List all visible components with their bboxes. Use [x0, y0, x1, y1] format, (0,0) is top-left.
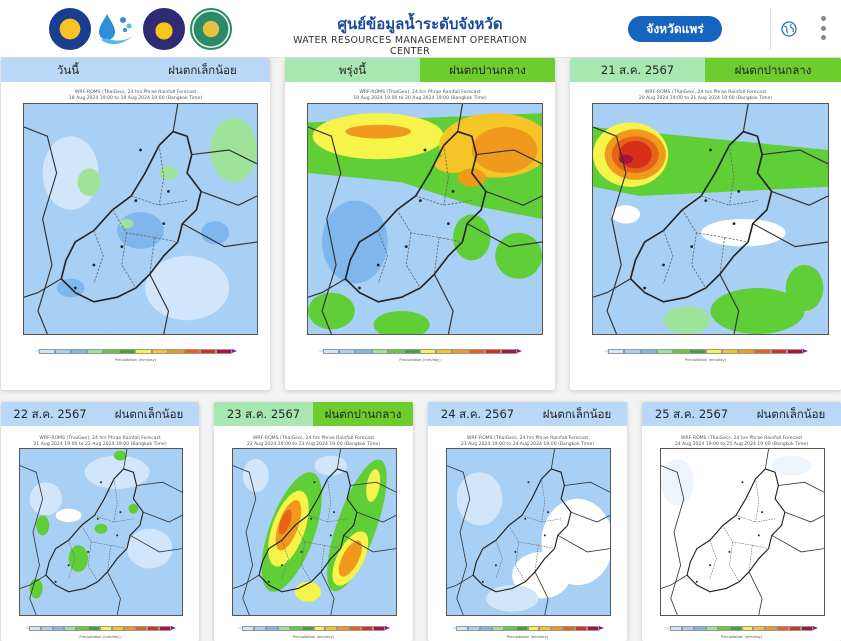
forecast-card[interactable]: 25 ส.ค. 2567 ฝนตกเล็กน้อย WRF-ROMS (ThaiGe… — [642, 402, 841, 641]
card-header: 24 ส.ค. 2567 ฝนตกเล็กน้อย — [428, 402, 627, 426]
rainfall-map — [232, 448, 397, 616]
colorbar-max-arrow — [171, 626, 176, 630]
map-title: WRF-ROMS (ThaiGeo), 24 hrs Phrae Rainfal… — [252, 436, 375, 441]
rain-level-badge: ฝนตกเล็กน้อย — [99, 402, 199, 426]
card-header: 21 ส.ค. 2567 ฝนตกปานกลาง — [570, 58, 841, 82]
map-subtitle: 20 Aug 2024 19:00 to 21 Aug 2024 19:00 (… — [638, 96, 773, 101]
map-title: WRF-ROMS (ThaiGeo), 24 hrs Phrae Rainfal… — [74, 90, 197, 95]
forecast-date-label: วันนี้ — [1, 58, 135, 82]
colorbar-min-arrow — [665, 626, 670, 630]
page-title: ศูนย์ข้อมูลน้ำระดับจังหวัด — [337, 15, 503, 33]
rain-level-badge: ฝนตกปานกลาง — [420, 58, 555, 82]
precipitation-colorbar — [670, 626, 814, 631]
map-title: WRF-ROMS (ThaiGeo), 24 hrs Phrae Rainfal… — [644, 90, 767, 95]
forecast-date-label: 22 ส.ค. 2567 — [1, 402, 99, 426]
forecast-card[interactable]: พรุ่งนี้ ฝนตกปานกลาง WRF-ROMS (ThaiGeo), 2… — [285, 58, 555, 390]
department-seal-icon — [190, 8, 232, 50]
rain-level-badge: ฝนตกเล็กน้อย — [741, 402, 841, 426]
header-divider — [770, 8, 771, 50]
rain-level-badge: ฝนตกปานกลาง — [313, 402, 413, 426]
agency-seal-icon — [49, 8, 91, 50]
rain-level-badge: ฝนตกเล็กน้อย — [527, 402, 627, 426]
page-header: ศูนย์ข้อมูลน้ำระดับจังหวัด WATER RESOURC… — [0, 0, 841, 58]
forecast-date-label: 21 ส.ค. 2567 — [570, 58, 705, 82]
precipitation-colorbar — [323, 349, 518, 354]
rainfall-map — [446, 448, 611, 616]
rainfall-map — [23, 103, 258, 335]
forecast-card[interactable]: 24 ส.ค. 2567 ฝนตกเล็กน้อย WRF-ROMS (ThaiGe… — [428, 402, 627, 641]
map-subtitle: 18 Aug 2024 19:00 to 19 Aug 2024 19:00 (… — [68, 96, 203, 101]
precipitation-colorbar — [242, 626, 386, 631]
rain-level-badge: ฝนตกปานกลาง — [705, 58, 841, 82]
forecast-card[interactable]: 22 ส.ค. 2567 ฝนตกเล็กน้อย WRF-ROMS (ThaiGe… — [1, 402, 199, 641]
forecast-date-label: 23 ส.ค. 2567 — [214, 402, 313, 426]
colorbar-label: Precipitation (mm/day) — [506, 635, 549, 639]
colorbar-min-arrow — [318, 349, 323, 353]
precipitation-colorbar — [29, 626, 171, 631]
colorbar-max-arrow — [232, 349, 237, 353]
colorbar-label: Precipitation (mm/day) — [684, 358, 727, 362]
map-subtitle: 19 Aug 2024 19:00 to 20 Aug 2024 19:00 (… — [353, 96, 487, 101]
precipitation-colorbar — [608, 349, 803, 354]
colorbar-max-arrow — [385, 626, 390, 630]
map-subtitle: 23 Aug 2024 19:00 to 24 Aug 2024 19:00 (… — [460, 442, 595, 447]
ministry-seal-icon — [143, 8, 185, 50]
forecast-card[interactable]: วันนี้ ฝนตกเล็กน้อย WRF-ROMS (ThaiGeo), 24… — [1, 58, 270, 390]
colorbar-label: Precipitation (mm/day) — [79, 635, 121, 639]
map-title: WRF-ROMS (ThaiGeo), 24 hrs Phrae Rainfal… — [359, 90, 481, 95]
map-subtitle: 22 Aug 2024 19:00 to 23 Aug 2024 19:00 (… — [246, 442, 381, 447]
colorbar-min-arrow — [451, 626, 456, 630]
colorbar-label: Precipitation (mm/day) — [720, 635, 763, 639]
colorbar-max-arrow — [517, 349, 522, 353]
rainfall-map — [19, 448, 183, 616]
colorbar-min-arrow — [24, 626, 29, 630]
colorbar-max-arrow — [813, 626, 818, 630]
rainfall-map — [592, 103, 829, 335]
globe-icon[interactable] — [781, 21, 797, 37]
map-title: WRF-ROMS (ThaiGeo), 24 hrs Phrae Rainfal… — [39, 436, 161, 441]
precipitation-colorbar — [39, 349, 232, 354]
water-drop-logo-icon — [95, 8, 137, 50]
colorbar-min-arrow — [237, 626, 242, 630]
map-subtitle: 21 Aug 2024 19:00 to 22 Aug 2024 19:00 (… — [33, 442, 167, 447]
forecast-date-label: พรุ่งนี้ — [285, 58, 420, 82]
colorbar-max-arrow — [803, 349, 808, 353]
province-select-button[interactable]: จังหวัดแพร่ — [628, 16, 722, 42]
map-title: WRF-ROMS (ThaiGeo), 24 hrs Phrae Rainfal… — [680, 436, 803, 441]
card-header: พรุ่งนี้ ฝนตกปานกลาง — [285, 58, 555, 82]
card-header: วันนี้ ฝนตกเล็กน้อย — [1, 58, 270, 82]
colorbar-label: Precipitation (mm/day) — [114, 358, 157, 362]
forecast-card[interactable]: 21 ส.ค. 2567 ฝนตกปานกลาง WRF-ROMS (ThaiGeo… — [570, 58, 841, 390]
map-subtitle: 24 Aug 2024 19:00 to 25 Aug 2024 19:00 (… — [674, 442, 809, 447]
card-header: 22 ส.ค. 2567 ฝนตกเล็กน้อย — [1, 402, 199, 426]
forecast-date-label: 25 ส.ค. 2567 — [642, 402, 741, 426]
map-title: WRF-ROMS (ThaiGeo), 24 hrs Phrae Rainfal… — [466, 436, 589, 441]
forecast-date-label: 24 ส.ค. 2567 — [428, 402, 527, 426]
kebab-menu-icon[interactable] — [818, 16, 828, 40]
rainfall-map — [307, 103, 543, 335]
card-header: 25 ส.ค. 2567 ฝนตกเล็กน้อย — [642, 402, 841, 426]
precipitation-colorbar — [456, 626, 600, 631]
rainfall-map — [660, 448, 825, 616]
page-subtitle: WATER RESOURCES MANAGEMENT OPERATION CEN… — [293, 35, 527, 57]
colorbar-label: Precipitation (mm/day) — [292, 635, 335, 639]
colorbar-label: Precipitation (mm/day) — [399, 358, 441, 362]
rain-level-badge: ฝนตกเล็กน้อย — [135, 58, 270, 82]
forecast-card[interactable]: 23 ส.ค. 2567 ฝนตกปานกลาง WRF-ROMS (ThaiGeo… — [214, 402, 413, 641]
colorbar-min-arrow — [34, 349, 39, 353]
colorbar-min-arrow — [603, 349, 608, 353]
card-header: 23 ส.ค. 2567 ฝนตกปานกลาง — [214, 402, 413, 426]
colorbar-max-arrow — [599, 626, 604, 630]
